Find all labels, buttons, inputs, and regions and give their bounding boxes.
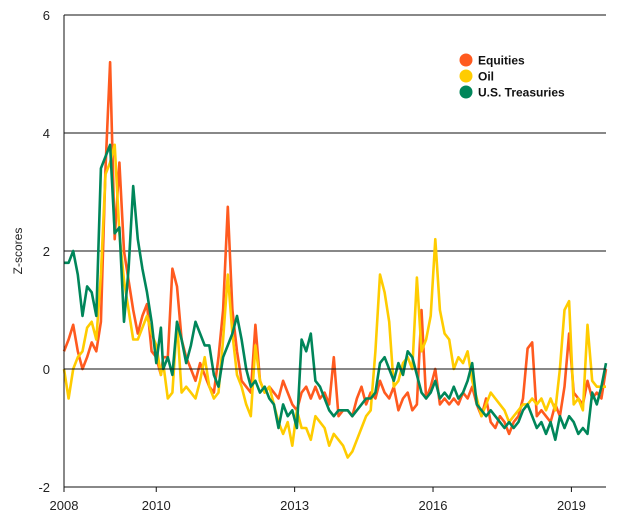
x-tick-label: 2010 [142, 498, 171, 513]
grid-lines [64, 14, 606, 488]
y-tick-label: 6 [43, 8, 50, 23]
legend: Equities Oil U.S. Treasuries [459, 53, 565, 100]
legend-label-2: U.S. Treasuries [478, 86, 565, 100]
legend-swatch-1 [459, 69, 473, 83]
y-axis-title: Z-scores [11, 228, 25, 275]
x-axis-ticks: 2008 2010 2013 2016 2019 [50, 487, 586, 513]
y-tick-label: -2 [38, 480, 50, 495]
x-tick-label: 2008 [50, 498, 79, 513]
x-tick-label: 2016 [419, 498, 448, 513]
y-tick-label: 2 [43, 244, 50, 259]
legend-swatch-2 [459, 85, 473, 99]
x-tick-label: 2013 [280, 498, 309, 513]
series-line-0 [62, 60, 608, 436]
y-axis-ticks: -2 0 2 4 6 [38, 8, 50, 495]
series-layer [62, 60, 608, 459]
legend-label-0: Equities [478, 54, 525, 68]
y-tick-label: 4 [43, 126, 50, 141]
series-line-2 [64, 143, 608, 442]
x-tick-label: 2019 [557, 498, 586, 513]
series-line-1 [62, 143, 606, 459]
legend-swatch-0 [459, 53, 473, 67]
legend-label-1: Oil [478, 70, 494, 84]
y-tick-label: 0 [43, 362, 50, 377]
